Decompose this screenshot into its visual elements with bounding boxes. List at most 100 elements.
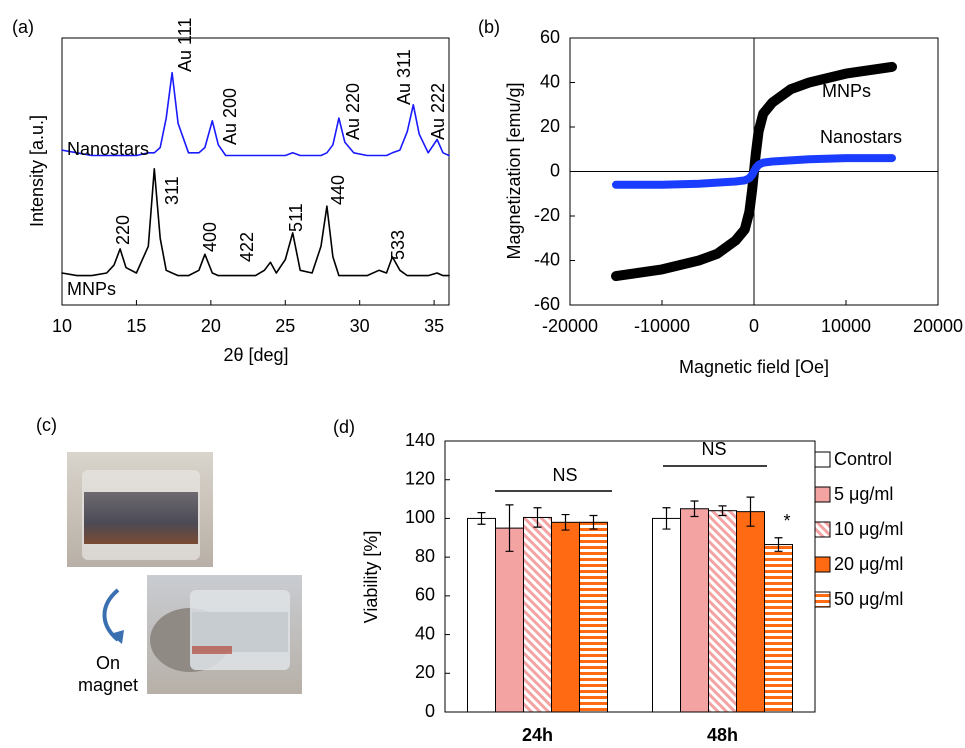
- peak-label: 440: [328, 175, 348, 205]
- x-tick-label: 24h: [522, 725, 553, 745]
- legend-swatch: [814, 521, 831, 538]
- arrow-head: [110, 630, 124, 644]
- annotation: NS: [701, 439, 726, 459]
- y-tick-label: 20: [415, 662, 435, 682]
- peak-label: 220: [113, 215, 133, 245]
- panel-label: (c): [36, 415, 57, 435]
- error-bar: [690, 500, 699, 518]
- peak-label: 311: [162, 176, 182, 205]
- error-bar: [505, 504, 514, 552]
- annotation: NS: [552, 465, 577, 485]
- y-tick-label: 40: [415, 623, 435, 643]
- chart: (a) Intensity [a.u.] 2θ [deg] 10 15 20 25 30 35 N…: [12, 17, 450, 365]
- series-line: [61, 168, 450, 277]
- error-bar: [533, 507, 542, 528]
- plot-frame: [61, 37, 450, 306]
- chart: (d) Viability [%] 0 20 40 60 80 100 120 140 24h 48h…: [333, 417, 903, 745]
- peak-label: 533: [388, 230, 408, 260]
- error-bar: [746, 496, 755, 527]
- bar: [680, 508, 709, 713]
- y-tick-label: 0: [550, 160, 560, 180]
- x-tick-label: 30: [350, 316, 370, 336]
- x-tick-label: 10: [52, 316, 72, 336]
- legend-swatch: [814, 486, 831, 503]
- vial-liquid: [84, 492, 198, 544]
- y-tick-label: 0: [425, 701, 435, 721]
- x-tick-label: 35: [424, 316, 444, 336]
- error-bar: [561, 513, 570, 531]
- panel-label: (b): [478, 17, 500, 37]
- y-tick-label: 80: [415, 546, 435, 566]
- particles: [192, 646, 232, 654]
- y-axis-title: Intensity [a.u.]: [27, 115, 47, 227]
- x-tick-label: 20000: [913, 316, 963, 336]
- annotation: *: [783, 511, 790, 531]
- bar: [523, 516, 552, 713]
- peak-label: Au 311: [394, 49, 414, 105]
- bar: [764, 544, 793, 713]
- photo-panel: (c) On magnet: [36, 415, 302, 695]
- vial-liquid: [192, 612, 288, 652]
- x-tick-label: 48h: [707, 725, 738, 745]
- peak-label: Au 222: [428, 83, 448, 140]
- x-tick-label: -10000: [634, 316, 690, 336]
- y-tick-label: -60: [534, 294, 560, 314]
- x-tick-label: -20000: [542, 316, 598, 336]
- series-label: Nanostars: [820, 127, 902, 147]
- bar: [708, 510, 737, 713]
- error-bar: [774, 537, 783, 552]
- bar: [551, 521, 580, 713]
- y-tick-label: 140: [405, 430, 435, 450]
- y-tick-label: 40: [540, 71, 560, 91]
- y-tick-label: 60: [415, 585, 435, 605]
- legend-label: Control: [834, 449, 892, 469]
- peak-label: Au 220: [343, 83, 363, 140]
- peak-label: Au 111: [175, 18, 195, 72]
- error-bar: [662, 507, 671, 530]
- legend-label: 20 μg/ml: [834, 554, 903, 574]
- series-label: MNPs: [822, 81, 871, 101]
- series-line: [612, 154, 896, 189]
- error-bar: [589, 514, 598, 530]
- legend-swatch: [814, 591, 831, 608]
- legend-swatch: [814, 556, 831, 573]
- peak-label: Au 200: [220, 88, 240, 145]
- bar: [652, 517, 681, 713]
- y-tick-label: 100: [405, 507, 435, 527]
- x-tick-label: 20: [201, 316, 221, 336]
- legend-label: 50 μg/ml: [834, 589, 903, 609]
- series-line: [61, 71, 450, 157]
- peak-label: 400: [200, 222, 220, 252]
- bar: [579, 521, 608, 713]
- error-bar: [477, 512, 486, 525]
- x-axis-title: 2θ [deg]: [223, 345, 288, 365]
- peak-label: 422: [237, 232, 257, 262]
- y-axis-title: Magnetization [emu/g]: [504, 82, 524, 259]
- x-tick-label: 15: [126, 316, 146, 336]
- photo-label: On: [96, 653, 120, 673]
- panel-label: (d): [333, 417, 355, 437]
- y-tick-label: 120: [405, 468, 435, 488]
- series-label: MNPs: [67, 279, 116, 299]
- series-label: Nanostars: [67, 139, 149, 159]
- photo-label: magnet: [78, 675, 138, 695]
- x-tick-label: 10000: [821, 316, 871, 336]
- panel-label: (a): [12, 17, 34, 37]
- y-tick-label: -40: [534, 249, 560, 269]
- legend-label: 5 μg/ml: [834, 484, 893, 504]
- y-tick-label: -20: [534, 205, 560, 225]
- legend-swatch: [814, 451, 831, 468]
- y-tick-label: 20: [540, 116, 560, 136]
- y-axis-title: Viability [%]: [361, 531, 381, 624]
- legend-label: 10 μg/ml: [834, 519, 903, 539]
- x-axis-title: Magnetic field [Oe]: [679, 357, 829, 377]
- plot-frame: [444, 440, 816, 713]
- x-tick-label: 25: [275, 316, 295, 336]
- peak-label: 511: [286, 203, 306, 232]
- chart: (b) Magnetization [emu/g] Magnetic field […: [478, 17, 963, 377]
- error-bar: [718, 505, 727, 517]
- bar: [495, 527, 524, 713]
- bar: [467, 517, 496, 713]
- x-tick-label: 0: [749, 316, 759, 336]
